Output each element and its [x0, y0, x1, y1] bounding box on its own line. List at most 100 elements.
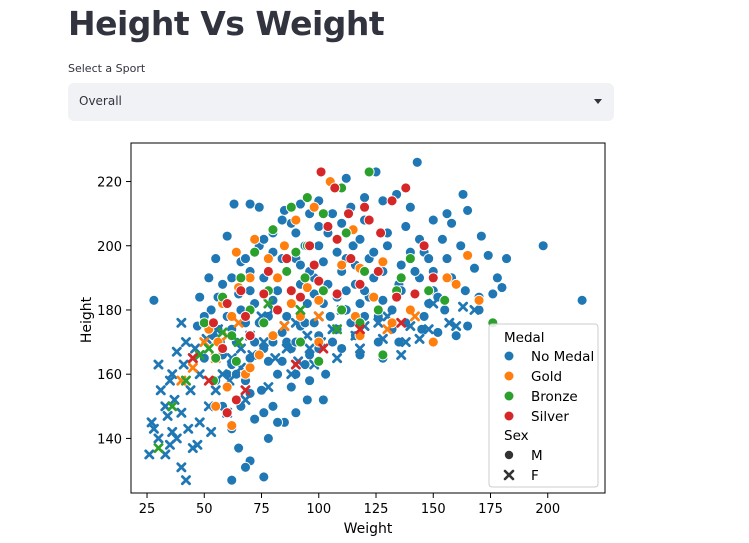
point-no-medal-f	[396, 349, 407, 360]
sport-select[interactable]: Overall	[68, 83, 614, 121]
point-gold-m	[244, 362, 256, 374]
point-gold-m	[244, 272, 256, 284]
point-gold-m	[450, 278, 462, 290]
point-bronze-m	[439, 294, 451, 306]
point-no-medal-m	[475, 230, 487, 242]
x-tick-label: 100	[306, 502, 331, 517]
point-gold-m	[272, 272, 284, 284]
point-silver-m	[409, 288, 421, 300]
point-bronze-f	[180, 375, 191, 386]
point-no-medal-f	[258, 337, 269, 348]
point-silver-m	[400, 182, 412, 194]
point-no-medal-m	[294, 259, 306, 271]
point-silver-m	[272, 304, 284, 316]
point-no-medal-m	[496, 282, 508, 293]
point-no-medal-m	[301, 394, 313, 406]
point-bronze-m	[313, 355, 325, 367]
legend-frame	[488, 323, 599, 488]
point-silver-m	[418, 240, 430, 252]
height-weight-scatter-chart: 25 50 75 100 125 150 175 200 140 160 180 200 220 We…	[79, 142, 606, 537]
point-no-medal-m	[340, 285, 352, 297]
y-tick-label: 180	[97, 304, 122, 319]
point-silver-m	[244, 330, 256, 342]
point-silver-f	[354, 324, 365, 335]
point-bronze-m	[210, 352, 222, 364]
point-no-medal-m	[336, 343, 348, 354]
point-silver-m	[427, 272, 439, 284]
point-gold-m	[290, 214, 302, 226]
point-bronze-f	[203, 343, 214, 354]
point-silver-m	[375, 227, 387, 239]
sport-select-value: Overall	[79, 94, 122, 108]
point-no-medal-m	[249, 413, 261, 425]
y-tick-label: 200	[97, 240, 122, 255]
point-no-medal-m	[359, 192, 371, 204]
x-tick-label: 200	[535, 502, 560, 517]
point-no-medal-f	[469, 304, 480, 315]
point-gold-m	[427, 336, 439, 348]
point-no-medal-f	[270, 353, 281, 364]
point-no-medal-m	[258, 471, 270, 483]
point-no-medal-m	[439, 304, 451, 316]
point-silver-m	[221, 407, 233, 419]
point-no-medal-m	[210, 253, 222, 265]
point-no-medal-f	[160, 401, 171, 412]
point-bronze-m	[317, 285, 329, 297]
point-silver-m	[281, 253, 293, 265]
point-no-medal-f	[405, 321, 416, 332]
point-no-medal-f	[155, 385, 166, 396]
legend-marker-no-medal	[504, 351, 514, 361]
point-silver-m	[258, 288, 270, 300]
point-no-medal-m	[368, 246, 380, 258]
point-bronze-f	[263, 298, 274, 309]
point-silver-m	[391, 291, 403, 303]
point-gold-m	[262, 253, 274, 265]
point-no-medal-f	[206, 426, 217, 437]
point-no-medal-m	[233, 442, 245, 454]
point-bronze-m	[281, 265, 293, 277]
point-no-medal-m	[194, 291, 206, 303]
point-no-medal-m	[272, 416, 284, 428]
point-no-medal-m	[221, 230, 233, 242]
legend-item-silver: Silver	[531, 409, 569, 425]
point-no-medal-m	[304, 375, 316, 387]
point-bronze-m	[285, 201, 297, 213]
x-tick-label: 150	[421, 502, 446, 517]
point-no-medal-f	[400, 337, 411, 348]
x-tick-label: 25	[139, 502, 156, 517]
y-tick-label: 140	[97, 432, 122, 447]
point-silver-m	[217, 343, 229, 354]
point-gold-f	[187, 362, 198, 373]
point-gold-f	[313, 311, 324, 322]
point-no-medal-m	[226, 272, 238, 284]
point-no-medal-m	[272, 285, 284, 297]
point-no-medal-m	[409, 265, 421, 277]
point-no-medal-m	[411, 156, 423, 168]
point-no-medal-m	[487, 288, 499, 300]
legend-marker-male	[504, 450, 514, 460]
point-no-medal-m	[423, 253, 435, 265]
y-tick-label: 220	[97, 176, 122, 191]
point-no-medal-f	[423, 324, 434, 335]
point-silver-m	[322, 221, 334, 232]
point-no-medal-f	[377, 333, 388, 344]
point-bronze-f	[217, 327, 228, 338]
point-silver-m	[386, 195, 398, 207]
point-no-medal-f	[263, 382, 274, 393]
point-no-medal-f	[183, 423, 194, 434]
point-no-medal-m	[290, 407, 302, 419]
point-no-medal-m	[459, 285, 471, 297]
legend-item-no-medal: No Medal	[531, 349, 594, 365]
point-gold-m	[462, 249, 474, 261]
point-silver-f	[187, 353, 198, 364]
point-no-medal-m	[377, 294, 389, 306]
point-no-medal-f	[178, 359, 189, 370]
point-silver-m	[221, 298, 233, 310]
legend-item-bronze: Bronze	[531, 389, 578, 405]
point-no-medal-f	[444, 317, 455, 328]
point-gold-f	[279, 321, 290, 332]
point-no-medal-m	[340, 172, 352, 184]
chevron-down-icon[interactable]	[594, 99, 602, 104]
point-no-medal-m	[285, 381, 297, 393]
point-bronze-m	[267, 224, 279, 236]
